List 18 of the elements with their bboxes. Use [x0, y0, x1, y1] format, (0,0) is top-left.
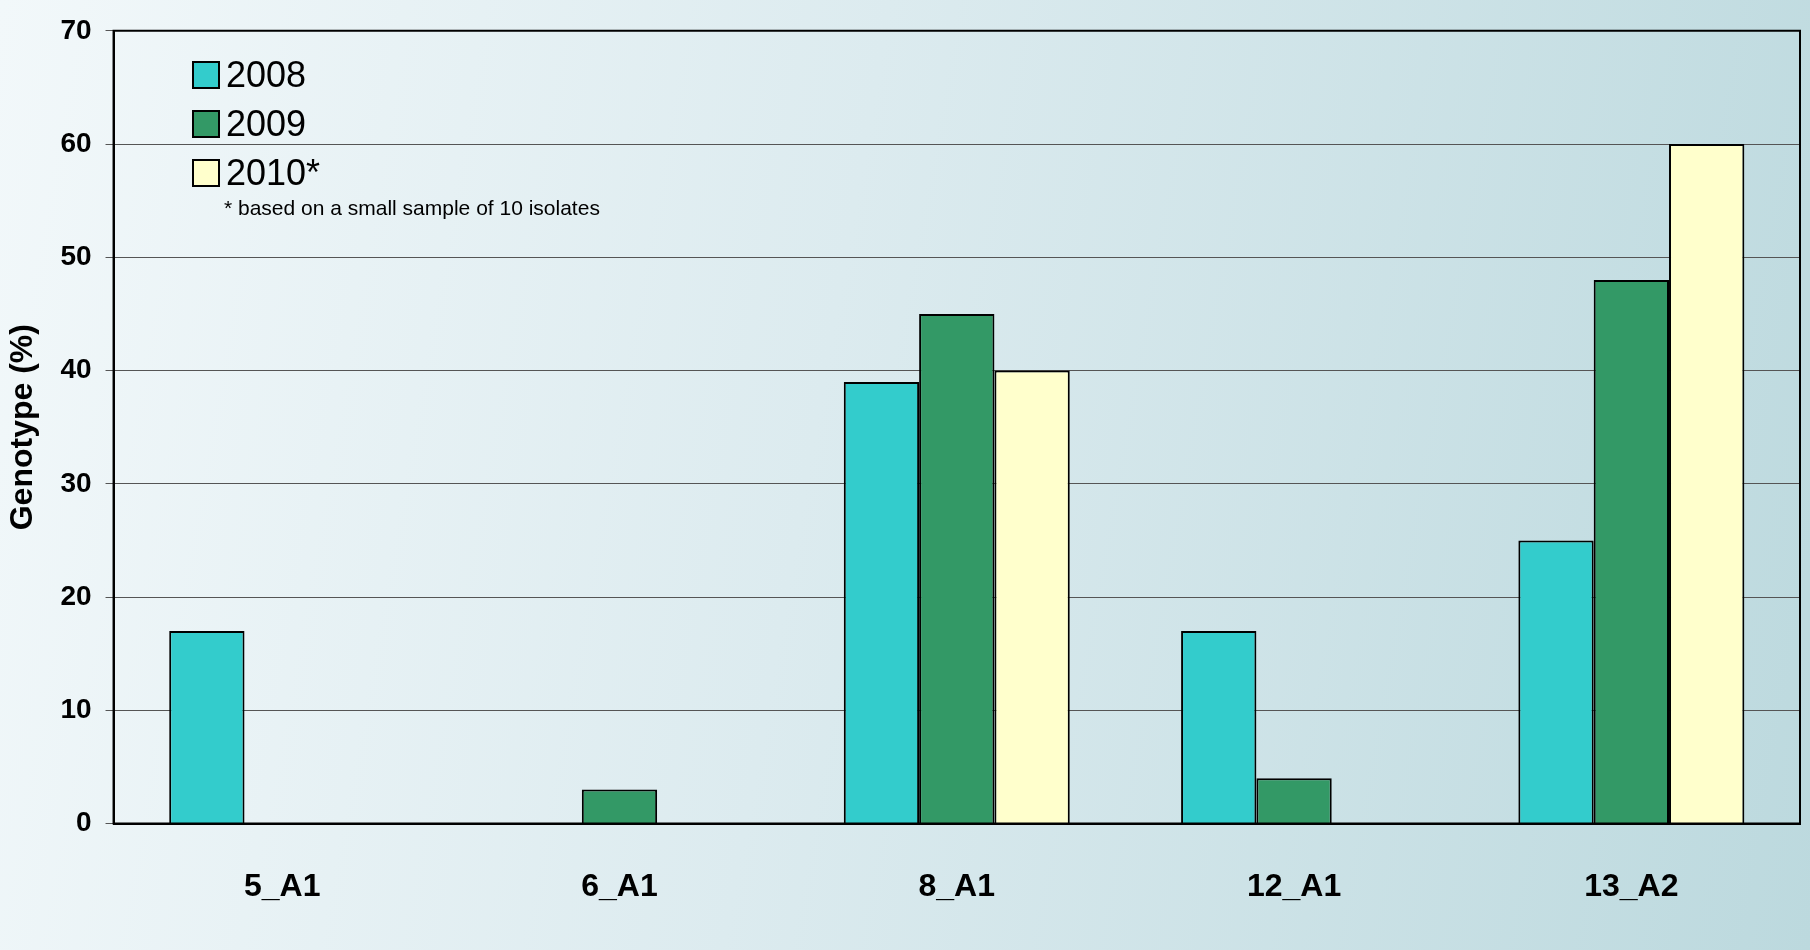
y-tick-label: 20	[60, 579, 92, 611]
y-tick-label: 60	[60, 126, 92, 158]
y-axis-title: Genotype (%)	[3, 324, 40, 531]
x-tick-label: 5_A1	[243, 866, 321, 903]
y-tick-label: 40	[60, 353, 92, 385]
y-tick-label: 10	[60, 693, 92, 725]
legend-label: 2008	[226, 53, 307, 97]
y-tick-label: 70	[60, 13, 92, 45]
y-tick-label: 50	[60, 240, 92, 272]
legend-label: 2010*	[226, 151, 321, 195]
x-tick-label: 12_A1	[1246, 866, 1342, 903]
y-tick-label: 30	[60, 466, 92, 498]
legend-label: 2009	[226, 102, 307, 146]
y-tick-label: 0	[75, 806, 92, 838]
x-tick-label: 8_A1	[918, 866, 996, 903]
annotation: * based on a small sample of 10 isolates	[224, 196, 600, 220]
x-tick-label: 13_A2	[1584, 866, 1679, 903]
x-tick-label: 6_A1	[581, 866, 658, 903]
